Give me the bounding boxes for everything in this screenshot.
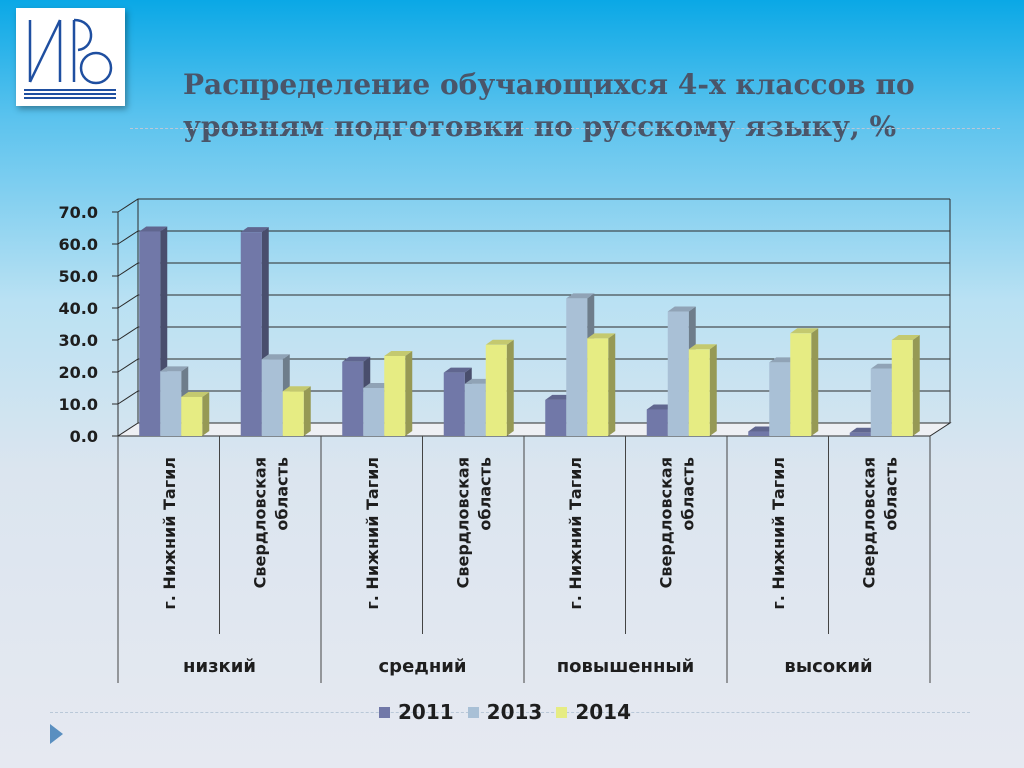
bar-2013	[667, 311, 689, 436]
y-tick-label: 60.0	[59, 235, 98, 254]
logo	[16, 8, 125, 106]
bar-2011	[240, 232, 262, 436]
y-tick-label: 40.0	[59, 299, 98, 318]
bar-top	[282, 386, 311, 392]
bar-top	[566, 293, 595, 299]
bar-2011	[646, 409, 668, 436]
bar-top	[667, 306, 696, 312]
bar-top	[139, 226, 168, 232]
bar-2011	[748, 431, 770, 436]
bar-side	[811, 328, 819, 436]
legend-item-2011: 2011	[379, 700, 454, 724]
bar-2011	[342, 361, 364, 436]
y-tick-label: 0.0	[70, 427, 98, 446]
play-triangle-icon	[50, 724, 63, 744]
gridline	[117, 262, 950, 277]
legend-swatch-2013	[467, 706, 479, 718]
title-divider	[130, 128, 1000, 129]
bar-2011	[443, 372, 465, 436]
gridline	[117, 230, 950, 245]
bar-side	[506, 339, 514, 436]
bar-2013	[566, 298, 588, 436]
bar-top	[160, 366, 189, 372]
legend-swatch-2014	[556, 706, 568, 718]
bar-top	[485, 339, 514, 345]
legend-label-2011: 2011	[398, 700, 454, 724]
category-label: г. Нижний Тагил	[566, 457, 585, 610]
bar-2013	[769, 362, 791, 436]
category-label: область	[475, 457, 494, 531]
legend-swatch-2011	[379, 706, 390, 718]
legend-item-2014: 2014	[556, 700, 631, 724]
bar-2013	[363, 388, 385, 436]
bar-2013	[870, 368, 892, 436]
bar-side	[709, 344, 717, 436]
bar-side	[912, 335, 920, 436]
bar-2014	[688, 349, 710, 436]
bar-top	[443, 367, 472, 373]
bar-2011	[849, 432, 871, 436]
category-label: г. Нижний Тагил	[769, 457, 788, 610]
footer-divider	[50, 712, 970, 713]
bar-side	[405, 351, 413, 436]
legend-item-2013: 2013	[467, 700, 543, 724]
y-tick-label: 20.0	[59, 363, 98, 382]
y-tick-label: 30.0	[59, 331, 98, 350]
y-tick-label: 70.0	[59, 203, 98, 222]
bar-2014	[587, 338, 609, 436]
bar-2014	[282, 391, 304, 436]
bar-top	[587, 333, 616, 339]
bar-2014	[485, 344, 507, 436]
bar-2014	[181, 396, 203, 436]
category-label: г. Нижний Тагил	[363, 457, 382, 610]
bar-top	[384, 351, 413, 356]
bar-side	[202, 391, 210, 436]
y-tick-label: 50.0	[59, 267, 98, 286]
bar-top	[181, 391, 210, 397]
bar-2013	[160, 371, 182, 436]
category-label: область	[881, 457, 900, 531]
group-label: повышенный	[557, 656, 695, 677]
bar-2011	[545, 399, 567, 436]
group-label: средний	[379, 656, 467, 677]
bar-side	[303, 386, 311, 436]
category-label: Свердловская	[453, 457, 472, 588]
gridline	[117, 294, 950, 309]
legend-label-2014: 2014	[575, 700, 632, 724]
category-label: Свердловская	[250, 457, 269, 588]
group-label: высокий	[784, 656, 872, 677]
category-label: область	[678, 457, 697, 531]
category-label: Свердловская	[656, 457, 675, 588]
category-label: г. Нижний Тагил	[160, 457, 179, 610]
bar-top	[688, 344, 717, 350]
bar-top	[790, 328, 819, 334]
bar-2011	[139, 231, 161, 436]
group-label: низкий	[183, 656, 256, 677]
legend-label-2013: 2013	[486, 700, 543, 724]
logo-mark	[24, 18, 116, 99]
gridline	[117, 198, 950, 213]
bar-2014	[384, 356, 406, 436]
bar-2014	[790, 333, 812, 436]
category-label: Свердловская	[859, 457, 878, 588]
bar-2014	[891, 340, 913, 436]
bar-top	[261, 354, 290, 360]
chart-legend: 2011 2013 2014	[379, 699, 645, 725]
bar-side	[608, 333, 616, 436]
bar-2013	[464, 383, 486, 436]
bar-top	[240, 227, 269, 233]
category-label: область	[272, 457, 291, 531]
bar-top	[891, 335, 920, 340]
bar-2013	[261, 359, 283, 436]
page-title: Распределение обучающихся 4-х классов по…	[183, 68, 915, 143]
bar-top	[342, 356, 371, 362]
y-tick-label: 10.0	[59, 395, 98, 414]
